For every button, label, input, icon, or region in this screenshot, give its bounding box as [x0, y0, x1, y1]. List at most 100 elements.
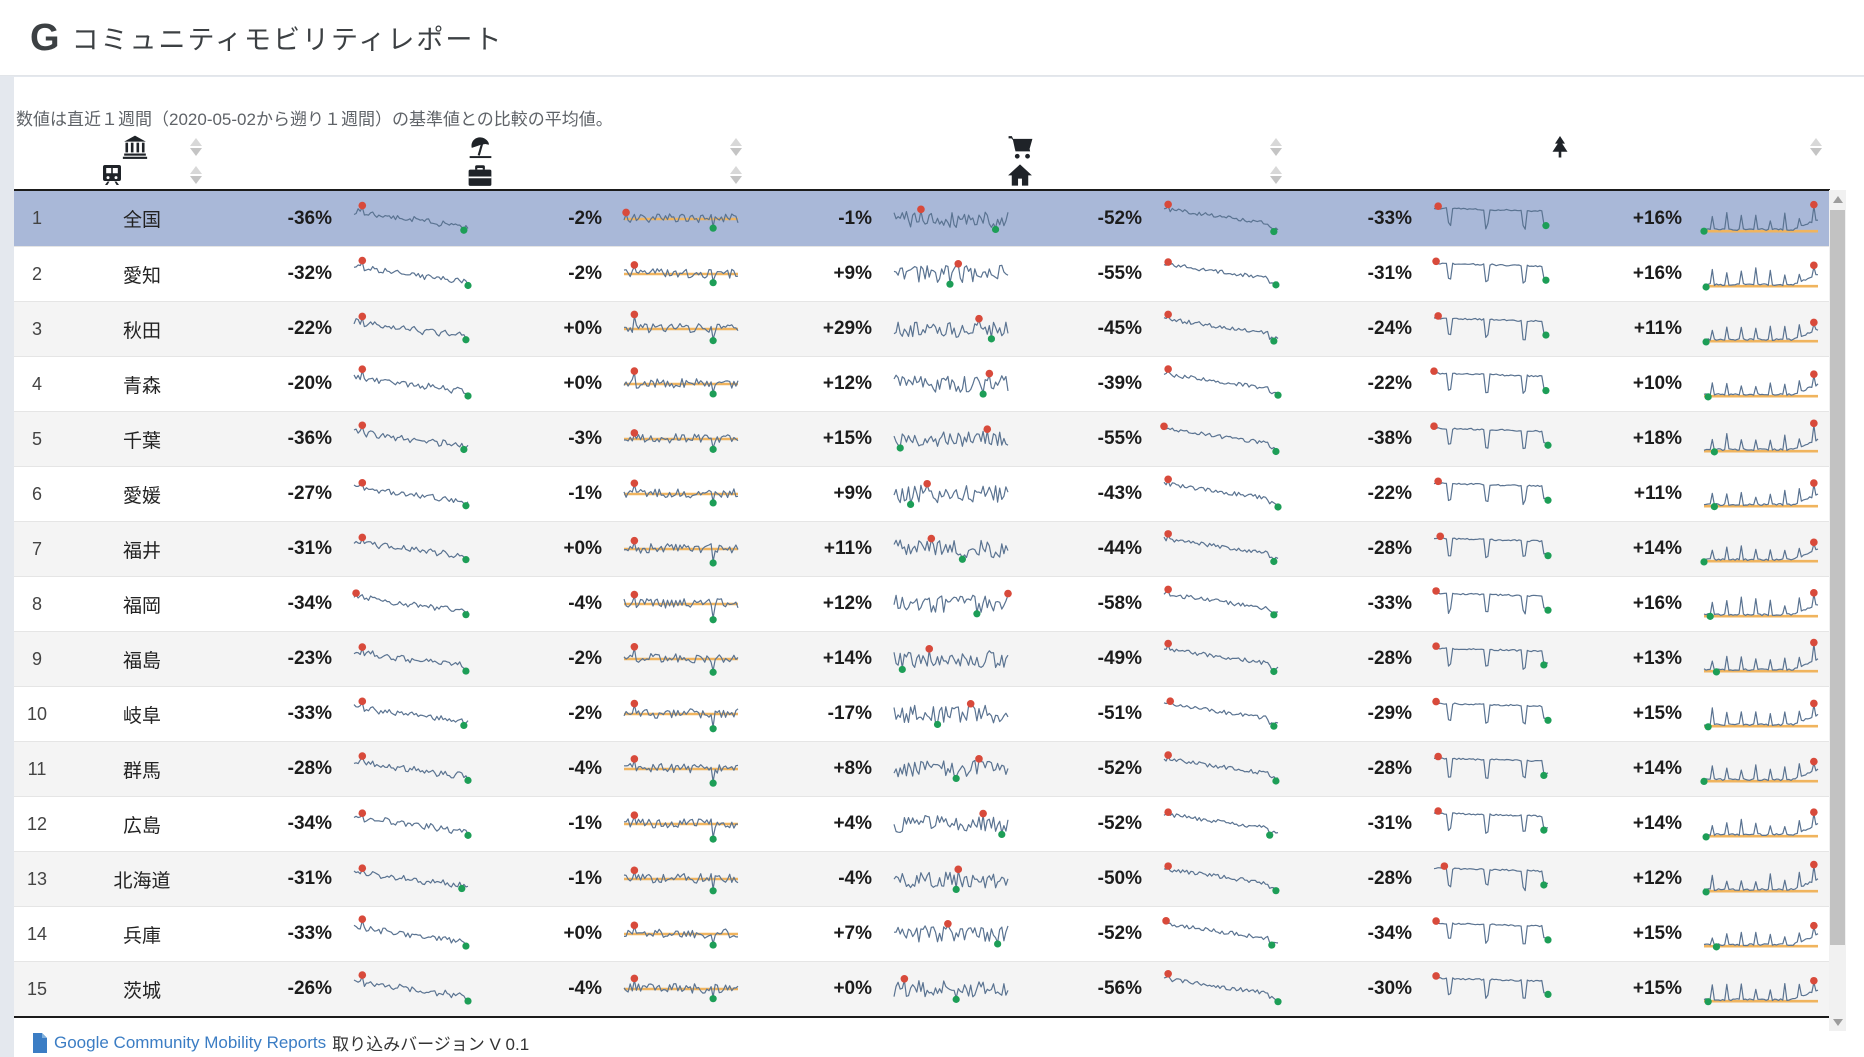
percent-cell-workplaces: -22% [1367, 483, 1412, 504]
sparkline-min-dot [1704, 723, 1712, 731]
table-row[interactable]: 7 福井 -31% +0% +11% -44% -28% +14% [14, 521, 1830, 576]
table-row[interactable]: 15 茨城 -26% -4% +0% -56% -30% +15% [14, 961, 1830, 1016]
sparkline-max-dot [983, 425, 992, 433]
table-row[interactable]: 11 群馬 -28% -4% +8% -52% -28% +14% [14, 741, 1830, 796]
sort-control[interactable] [190, 138, 202, 156]
table-row[interactable]: 5 千葉 -36% -3% +15% -55% -38% +18% [14, 411, 1830, 466]
table-row[interactable]: 14 兵庫 -33% +0% +7% -52% -34% +15% [14, 906, 1830, 961]
percent-cell-parks: +0% [833, 978, 872, 999]
sparkline-cell-retail-recreation [342, 522, 480, 576]
scroll-thumb[interactable] [1830, 210, 1845, 945]
table-row[interactable]: 12 広島 -34% -1% +4% -52% -31% +14% [14, 796, 1830, 851]
percent-cell-residential: +14% [1632, 538, 1682, 559]
percent-cell-transit-stations: -52% [1097, 758, 1142, 779]
sparkline-cell-residential [1692, 797, 1830, 851]
sparkline-line [1163, 590, 1278, 614]
sparkline-min-dot [1272, 281, 1280, 289]
header-parks[interactable] [1290, 133, 1830, 161]
sparkline-cell-residential [1692, 412, 1830, 466]
header-retail-recreation[interactable] [210, 133, 750, 161]
sparkline-chart [623, 536, 739, 567]
percent-cell-residential: +14% [1632, 813, 1682, 834]
sort-asc-icon [1810, 138, 1822, 146]
sparkline-chart [1432, 972, 1552, 999]
sparkline-cell-retail-recreation [342, 191, 480, 246]
sparkline-max-dot [630, 921, 639, 930]
sort-control[interactable] [190, 166, 202, 184]
percent-cell-retail-recreation: -34% [287, 593, 332, 614]
sparkline-line [893, 979, 1009, 999]
table-row[interactable]: 2 愛知 -32% -2% +9% -55% -31% +16% [14, 246, 1830, 301]
header-grocery-pharmacy[interactable] [750, 133, 1290, 161]
table-row[interactable]: 10 岐阜 -33% -2% -17% -51% -29% +15% [14, 686, 1830, 741]
sparkline-chart [1162, 917, 1279, 949]
percent-cell-workplaces: -28% [1367, 648, 1412, 669]
table-row[interactable]: 4 青森 -20% +0% +12% -39% -22% +10% [14, 356, 1830, 411]
percent-cell-retail-recreation: -26% [287, 978, 332, 999]
percent-cell-workplaces: -33% [1367, 593, 1412, 614]
shopping-cart-icon [1007, 134, 1034, 160]
sort-control[interactable] [1810, 138, 1822, 156]
sparkline-max-dot [630, 429, 639, 437]
sparkline-cell-residential [1692, 632, 1830, 686]
percent-cell-residential: +16% [1632, 263, 1682, 284]
header-region[interactable] [60, 133, 210, 161]
table-row[interactable]: 9 福島 -23% -2% +14% -49% -28% +13% [14, 631, 1830, 686]
table-row[interactable]: 13 北海道 -31% -1% -4% -50% -28% +12% [14, 851, 1830, 906]
percent-cell-grocery-pharmacy: +0% [563, 923, 602, 944]
percent-cell-parks: -4% [838, 868, 872, 889]
scroll-up-button[interactable] [1829, 190, 1846, 208]
sparkline-line [1433, 757, 1549, 779]
sparkline-min-dot [1270, 611, 1278, 619]
table-row[interactable]: 3 秋田 -22% +0% +29% -45% -24% +11% [14, 301, 1830, 356]
header-workplaces[interactable] [210, 161, 750, 189]
mobility-report-link[interactable]: Google Community Mobility Reports [54, 1032, 327, 1052]
scroll-down-button[interactable] [1829, 1013, 1846, 1031]
sparkline-line [1433, 537, 1549, 559]
percent-cell-workplaces: -31% [1367, 263, 1412, 284]
table-row[interactable]: 8 福岡 -34% -4% +12% -58% -33% +16% [14, 576, 1830, 631]
tree-icon [1548, 134, 1572, 160]
sparkline-min-dot [1272, 447, 1280, 456]
sort-control[interactable] [1270, 166, 1282, 184]
region-cell: 千葉 [122, 430, 161, 452]
sparkline-line [623, 265, 739, 282]
sparkline-chart [1163, 639, 1279, 676]
sparkline-min-dot [464, 281, 472, 290]
percent-cell-grocery-pharmacy: -4% [568, 978, 602, 999]
header-transit-stations[interactable] [14, 161, 210, 189]
sparkline-max-dot [1810, 808, 1818, 816]
header-rank [14, 133, 60, 161]
sparkline-max-dot [358, 809, 367, 817]
percent-cell-retail-recreation: -27% [287, 483, 332, 504]
percent-cell-transit-stations: -52% [1097, 813, 1142, 834]
sparkline-max-dot [1432, 697, 1440, 706]
table-row[interactable]: 6 愛媛 -27% -1% +9% -43% -22% +11% [14, 466, 1830, 521]
sparkline-max-dot [358, 256, 367, 265]
sparkline-cell-transit-stations [1152, 632, 1290, 686]
sparkline-min-dot [1270, 722, 1278, 730]
sort-control[interactable] [1270, 138, 1282, 156]
sparkline-line [1703, 323, 1819, 341]
sparkline-line [623, 371, 739, 394]
sparkline-cell-parks [882, 742, 1020, 796]
percent-cell-residential: +13% [1632, 648, 1682, 669]
sparkline-max-dot [1164, 862, 1172, 870]
sparkline-line [893, 539, 1009, 559]
sparkline-min-dot [709, 279, 717, 287]
sparkline-line [1433, 976, 1549, 999]
vertical-scrollbar[interactable] [1829, 190, 1846, 1031]
sparkline-chart [1432, 697, 1552, 725]
sparkline-max-dot [630, 261, 639, 269]
sort-control[interactable] [730, 138, 742, 156]
sparkline-chart [893, 425, 1009, 452]
sparkline-chart [353, 365, 472, 400]
sparkline-max-dot [352, 589, 360, 597]
sparkline-line [893, 484, 1009, 504]
header-residential[interactable] [750, 161, 1290, 189]
sparkline-chart [893, 314, 1009, 343]
sort-control[interactable] [730, 166, 742, 184]
table-row[interactable]: 1 全国 -36% -2% -1% -52% -33% +16% [14, 191, 1830, 246]
sort-desc-icon [1810, 148, 1822, 156]
sparkline-chart [1433, 312, 1550, 341]
